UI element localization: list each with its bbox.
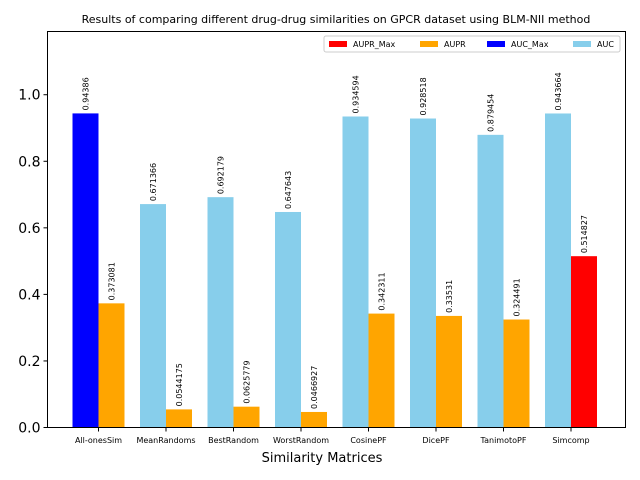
bar-aupr-bestrandom (233, 406, 260, 428)
x-tick-label: Simcomp (552, 436, 589, 445)
legend-swatch-aupr (420, 41, 438, 47)
x-axis-label: Similarity Matrices (262, 451, 383, 466)
x-tick-label: MeanRandoms (136, 436, 195, 445)
bar-auc-cosinepf (342, 116, 369, 428)
legend: AUPR_Max AUPR AUC_Max AUC (323, 35, 621, 53)
legend-label-aupr_max: AUPR_Max (353, 40, 396, 49)
legend-label-aupr: AUPR (444, 40, 466, 49)
data-label-aupr-worstrandom: 0.0466927 (310, 366, 319, 409)
x-tick-label: TanimotoPF (480, 436, 527, 445)
data-label-auc-tanimotopf: 0.879454 (487, 94, 496, 132)
data-label-aupr-all-onessim: 0.373081 (108, 262, 117, 300)
bar-auc-worstrandom (275, 211, 301, 428)
data-label-auc-simcomp: 0.943664 (554, 72, 563, 110)
data-label-aupr-tanimotopf: 0.324491 (513, 278, 522, 316)
bar-aupr-meanrandoms (166, 409, 192, 428)
data-label-aupr-bestrandom: 0.0625779 (243, 360, 252, 403)
y-tick-label: 0.6 (18, 221, 40, 237)
bar-aupr-dicepf (436, 315, 462, 428)
data-label-auc-dicepf: 0.928518 (419, 77, 428, 115)
data-label-auc-all-onessim: 0.94386 (82, 77, 91, 110)
y-tick-label: 0.8 (18, 154, 40, 170)
data-label-aupr-meanrandoms: 0.0544175 (175, 363, 184, 406)
bars-group: 0.94386 0.373081 0.671366 0.0544175 0.692179… (72, 72, 597, 428)
y-tick-label: 1.0 (18, 88, 40, 104)
data-label-aupr-simcomp: 0.514827 (580, 215, 589, 253)
y-axis: 0.0 0.2 0.4 0.6 0.8 1.0 (18, 88, 48, 437)
data-label-aupr-cosinepf: 0.342311 (378, 272, 387, 310)
data-label-aupr-dicepf: 0.33531 (445, 280, 454, 313)
x-tick-label: DicePF (422, 436, 450, 445)
bar-aupr-all-onessim (98, 303, 125, 428)
legend-swatch-aupr_max (329, 41, 347, 47)
data-label-auc-bestrandom: 0.692179 (217, 156, 226, 194)
chart-title: Results of comparing different drug-drug… (82, 13, 591, 26)
x-tick-label: WorstRandom (273, 436, 329, 445)
data-label-auc-meanrandoms: 0.671366 (149, 163, 158, 201)
y-tick-label: 0.0 (18, 421, 40, 437)
legend-label-auc_max: AUC_Max (511, 40, 549, 49)
legend-label-auc: AUC (597, 40, 614, 49)
data-label-auc-worstrandom: 0.647643 (284, 171, 293, 209)
x-tick-label: CosinePF (350, 436, 387, 445)
bar-auc-simcomp (545, 113, 571, 428)
x-tick-label: BestRandom (208, 436, 259, 445)
y-tick-label: 0.2 (18, 354, 40, 370)
legend-box (323, 35, 621, 53)
bar-aupr-cosinepf (368, 313, 395, 428)
bar-aupr-tanimotopf (503, 319, 530, 428)
bar-auc-tanimotopf (477, 134, 504, 428)
bar-auc-all-onessim (72, 113, 99, 428)
bar-auc-meanrandoms (140, 204, 166, 428)
legend-swatch-auc (573, 41, 591, 47)
y-tick-label: 0.4 (18, 287, 40, 303)
data-label-auc-cosinepf: 0.934594 (352, 75, 361, 113)
legend-swatch-auc_max (487, 41, 505, 47)
plot-frame (47, 31, 626, 428)
bar-auc-bestrandom (207, 197, 234, 428)
bar-auc-dicepf (410, 118, 436, 428)
bar-aupr-simcomp (571, 256, 597, 428)
x-axis: All-onesSim MeanRandoms BestRandom WorstRan… (75, 427, 590, 445)
bar-aupr-worstrandom (301, 411, 327, 428)
x-tick-label: All-onesSim (75, 436, 122, 445)
